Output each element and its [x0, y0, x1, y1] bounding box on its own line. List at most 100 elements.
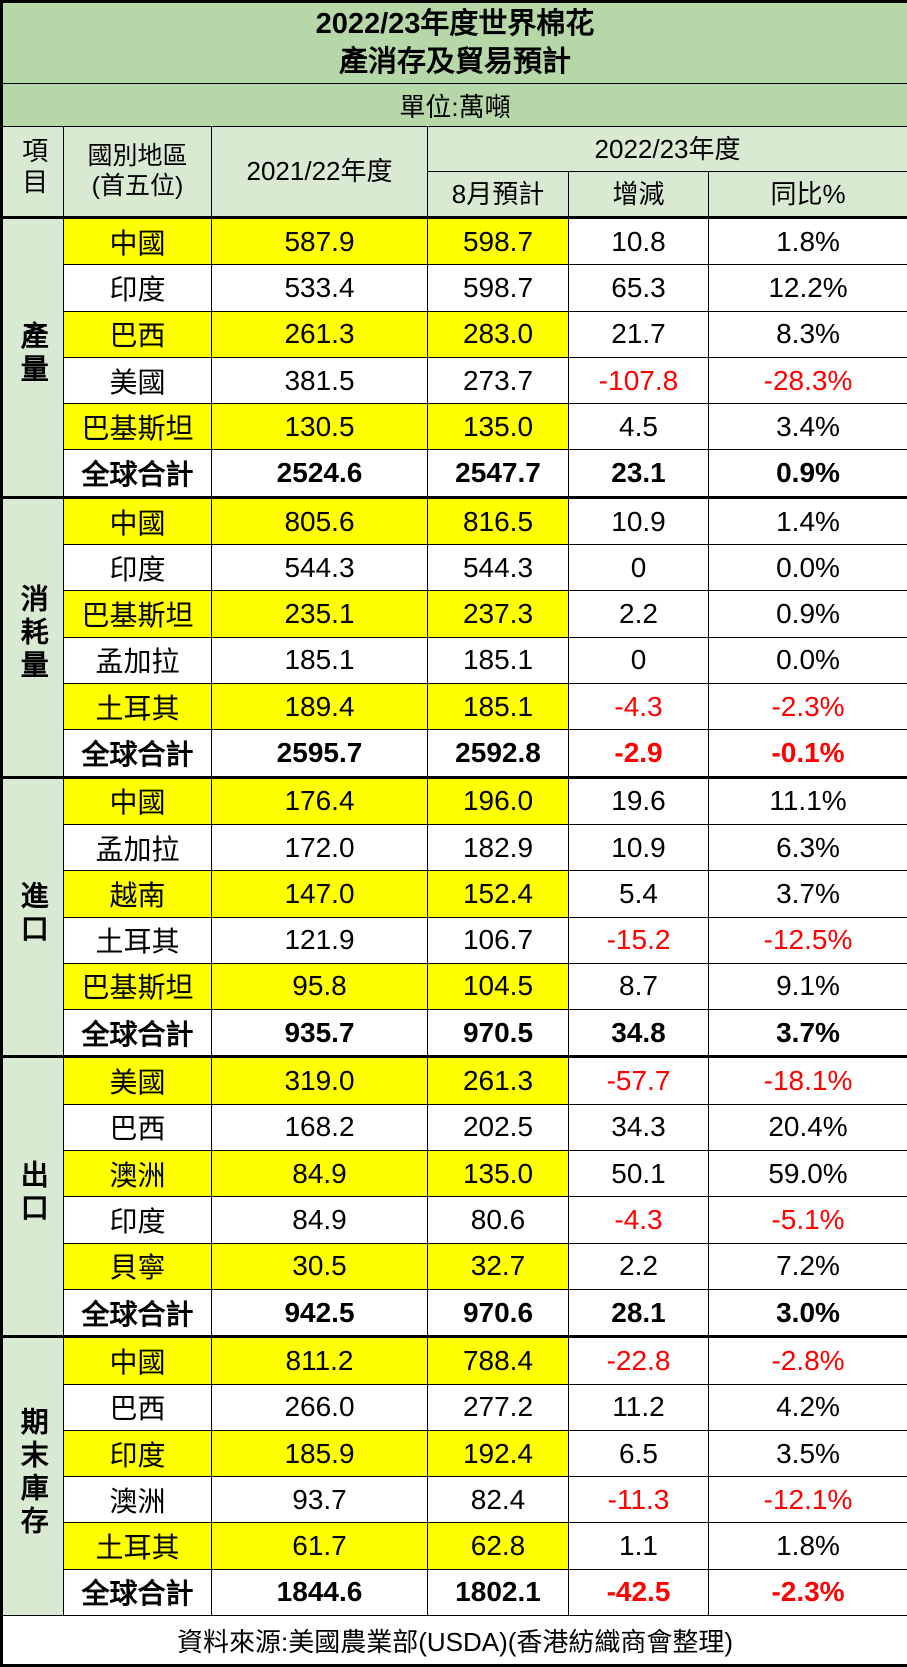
aug-forecast-value: 185.1	[427, 682, 569, 731]
prev-year-value: 544.3	[211, 544, 428, 592]
section-label-imports: 進口	[1, 775, 64, 1058]
prev-year-value: 147.0	[211, 870, 428, 918]
region-header-line-1: 國別地區	[87, 142, 188, 170]
prev-year-value: 93.7	[211, 1476, 428, 1524]
section-exports: 出口 美國 319.0 261.3 -57.7 -18.1% 巴西 168.2 202.5 34.…	[1, 1055, 907, 1338]
prev-year-value: 176.4	[211, 775, 428, 826]
country-row: 巴西 261.3 283.0 21.7 8.3%	[2, 310, 907, 358]
prev-year-value: 261.3	[211, 310, 428, 358]
section-label-consumption: 消耗量	[1, 495, 64, 778]
country-row: 巴基斯坦 130.5 135.0 4.5 3.4%	[2, 403, 907, 451]
column-header-region: 國別地區 (首五位)	[63, 126, 212, 218]
country-cell: 中國	[63, 775, 212, 826]
prev-year-value: 2595.7	[211, 729, 428, 778]
country-row: 澳洲 84.9 135.0 50.1 59.0%	[2, 1150, 907, 1198]
yoy-value: 3.7%	[707, 1008, 907, 1058]
yoy-value: 0.9%	[707, 590, 907, 638]
yoy-value: 7.2%	[707, 1242, 907, 1290]
country-cell: 印度	[63, 264, 212, 312]
change-value: 2.2	[568, 590, 709, 638]
prev-year-value: 189.4	[211, 682, 428, 731]
prev-year-value: 319.0	[211, 1055, 428, 1105]
aug-forecast-value: 152.4	[427, 870, 569, 918]
total-row: 全球合計 935.7 970.5 34.8 3.7%	[2, 1008, 907, 1058]
aug-forecast-value: 135.0	[427, 1150, 569, 1198]
change-value: 50.1	[568, 1150, 709, 1198]
yoy-value: -2.3%	[707, 1568, 907, 1617]
unit-row: 單位:萬噸	[0, 83, 907, 127]
change-value: 10.8	[568, 215, 709, 266]
aug-forecast-value: 2547.7	[427, 449, 569, 498]
change-value: 11.2	[568, 1383, 709, 1431]
prev-year-value: 185.1	[211, 636, 428, 684]
country-cell: 澳洲	[63, 1150, 212, 1198]
yoy-value: -28.3%	[707, 356, 907, 405]
section-label-text: 期末庫存	[17, 1407, 49, 1540]
prev-year-value: 235.1	[211, 590, 428, 638]
yoy-value: 3.4%	[707, 403, 907, 451]
change-value: 0	[568, 636, 709, 684]
prev-year-value: 266.0	[211, 1383, 428, 1431]
yoy-value: -5.1%	[707, 1196, 907, 1244]
change-value: -11.3	[568, 1476, 709, 1524]
aug-forecast-value: 135.0	[427, 403, 569, 451]
yoy-value: -18.1%	[707, 1055, 907, 1105]
change-value: 6.5	[568, 1429, 709, 1478]
aug-forecast-value: 185.1	[427, 636, 569, 684]
section-ending-stocks: 期末庫存 中國 811.2 788.4 -22.8 -2.8% 巴西 266.0 277.2 11…	[1, 1335, 907, 1617]
total-row: 全球合計 2595.7 2592.8 -2.9 -0.1%	[2, 729, 907, 778]
aug-forecast-value: 237.3	[427, 590, 569, 638]
section-label-ending-stocks: 期末庫存	[1, 1335, 64, 1616]
change-value: 65.3	[568, 264, 709, 312]
change-value: -107.8	[568, 356, 709, 405]
prev-year-value: 30.5	[211, 1242, 428, 1290]
country-cell: 土耳其	[63, 682, 212, 731]
title-line-2: 產消存及貿易預計	[339, 46, 572, 78]
prev-year-value: 172.0	[211, 823, 428, 872]
country-cell: 全球合計	[63, 1008, 212, 1058]
aug-forecast-value: 104.5	[427, 962, 569, 1011]
change-value: 28.1	[568, 1288, 709, 1338]
yoy-value: 1.4%	[707, 495, 907, 546]
section-label-text: 產量	[17, 320, 49, 387]
change-value: 0	[568, 544, 709, 592]
source-note: 資料來源:美國農業部(USDA)(香港紡織商會整理)	[0, 1615, 907, 1666]
aug-forecast-value: 82.4	[427, 1476, 569, 1524]
yoy-value: 8.3%	[707, 310, 907, 358]
yoy-value: 4.2%	[707, 1383, 907, 1431]
country-row: 土耳其 61.7 62.8 1.1 1.8%	[2, 1522, 907, 1570]
country-row: 貝寧 30.5 32.7 2.2 7.2%	[2, 1242, 907, 1290]
country-cell: 中國	[63, 215, 212, 266]
country-cell: 全球合計	[63, 1288, 212, 1338]
yoy-value: 11.1%	[707, 775, 907, 826]
yoy-value: -12.1%	[707, 1476, 907, 1524]
country-row: 印度 533.4 598.7 65.3 12.2%	[2, 264, 907, 312]
title-line-1: 2022/23年度世界棉花	[315, 7, 595, 40]
country-cell: 美國	[63, 356, 212, 405]
section-label-production: 產量	[1, 216, 64, 498]
yoy-value: 6.3%	[707, 823, 907, 872]
prev-year-value: 84.9	[211, 1150, 428, 1198]
country-cell: 巴基斯坦	[63, 403, 212, 451]
country-row: 印度 84.9 80.6 -4.3 -5.1%	[2, 1196, 907, 1244]
prev-year-value: 95.8	[211, 962, 428, 1011]
header-row-1: 項目 國別地區 (首五位) 2021/22年度 2022/23年度	[1, 126, 907, 218]
country-row: 孟加拉 172.0 182.9 10.9 6.3%	[2, 823, 907, 872]
country-row: 消耗量 中國 805.6 816.5 10.9 1.4%	[1, 495, 907, 778]
section-label-exports: 出口	[1, 1055, 64, 1338]
country-row: 巴西 168.2 202.5 34.3 20.4%	[2, 1103, 907, 1152]
aug-forecast-value: 788.4	[427, 1335, 569, 1385]
aug-forecast-value: 598.7	[427, 215, 569, 266]
aug-forecast-value: 598.7	[427, 264, 569, 312]
country-cell: 巴西	[63, 1103, 212, 1152]
country-row: 出口 美國 319.0 261.3 -57.7 -18.1%	[1, 1055, 907, 1338]
change-value: 10.9	[568, 495, 709, 546]
prev-year-value: 935.7	[211, 1008, 428, 1058]
prev-year-value: 168.2	[211, 1103, 428, 1152]
country-row: 產量 中國 587.9 598.7 10.8 1.8%	[1, 215, 907, 498]
aug-forecast-value: 261.3	[427, 1055, 569, 1105]
country-cell: 印度	[63, 544, 212, 592]
page-title: 2022/23年度世界棉花 產消存及貿易預計	[0, 1, 907, 84]
aug-forecast-value: 2592.8	[427, 729, 569, 778]
